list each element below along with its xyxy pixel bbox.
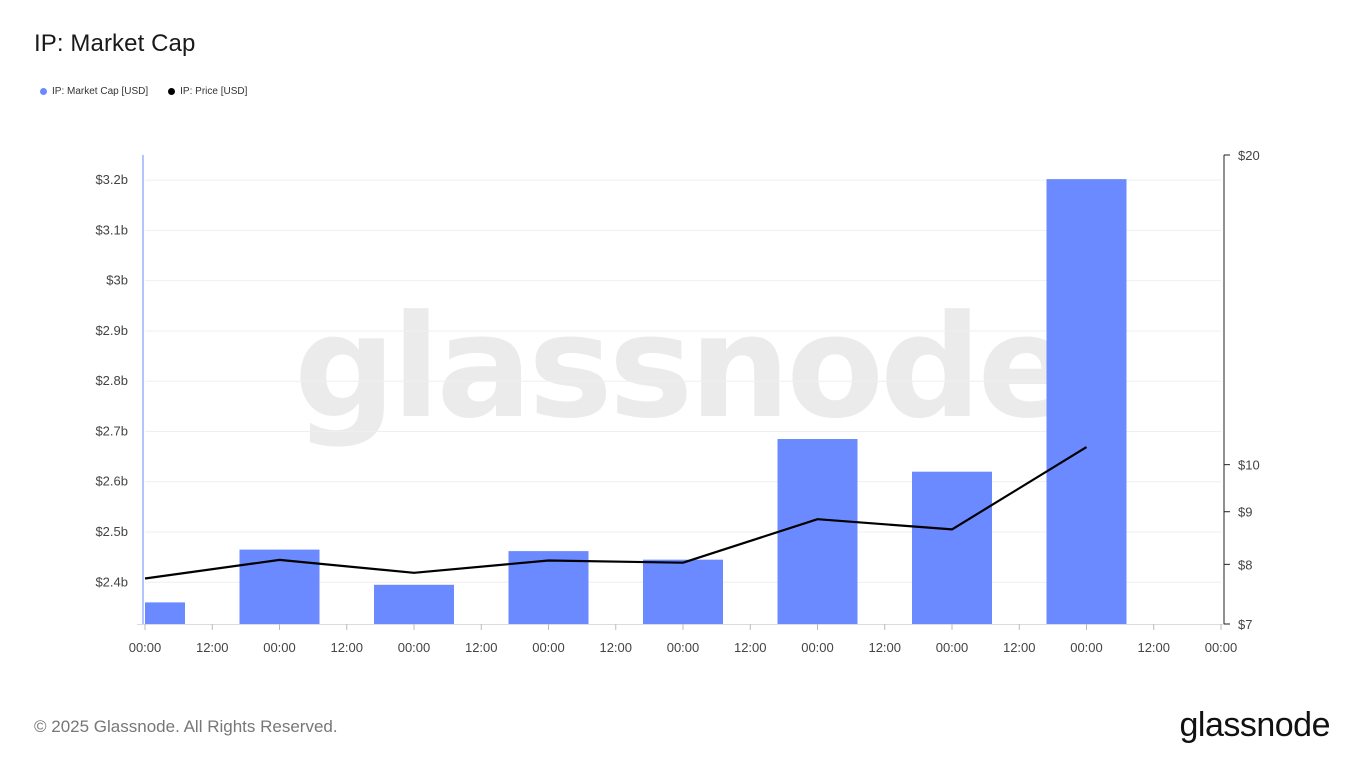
y-left-tick-label: $3.1b bbox=[95, 222, 128, 237]
legend-item-market-cap[interactable]: IP: Market Cap [USD] bbox=[40, 86, 148, 97]
x-tick-label: 12:00 bbox=[868, 640, 901, 655]
bar bbox=[374, 584, 454, 624]
axes: $2.4b $2.5b $2.6b $2.7b $2.8b $2.9b $3b $3.1b $3… bbox=[95, 148, 1259, 655]
x-tick-label: 00:00 bbox=[532, 640, 565, 655]
chart-title: IP: Market Cap bbox=[34, 30, 196, 57]
x-tick-label: 00:00 bbox=[1205, 640, 1238, 655]
legend-label-price: IP: Price [USD] bbox=[180, 86, 248, 97]
x-tick-label: 12:00 bbox=[599, 640, 632, 655]
y-right-tick-label: $20 bbox=[1238, 148, 1260, 163]
footer-logo: glassnode bbox=[1179, 706, 1330, 744]
y-right-tick-label: $10 bbox=[1238, 458, 1260, 473]
bar bbox=[777, 439, 858, 624]
legend-swatch-market-cap bbox=[40, 88, 47, 95]
watermark-text: glassnode bbox=[294, 285, 1070, 450]
y-right-tick-label: $8 bbox=[1238, 557, 1252, 572]
x-tick-label: 12:00 bbox=[1137, 640, 1170, 655]
bar bbox=[1046, 179, 1127, 625]
y-right-tick-label: $9 bbox=[1238, 505, 1252, 520]
x-tick-label: 00:00 bbox=[129, 640, 162, 655]
y-left-tick-label: $2.5b bbox=[95, 524, 128, 539]
y-left-tick-label: $2.7b bbox=[95, 423, 128, 438]
x-tick-label: 12:00 bbox=[1003, 640, 1036, 655]
x-tick-label: 00:00 bbox=[936, 640, 969, 655]
y-left-tick-label: $2.9b bbox=[95, 323, 128, 338]
y-left-tick-label: $2.6b bbox=[95, 474, 128, 489]
x-tick-label: 12:00 bbox=[330, 640, 363, 655]
y-left-tick-label: $2.8b bbox=[95, 373, 128, 388]
line-series bbox=[144, 446, 1088, 580]
legend-item-price[interactable]: IP: Price [USD] bbox=[168, 86, 247, 97]
x-tick-label: 12:00 bbox=[196, 640, 229, 655]
y-left-tick-label: $3b bbox=[106, 273, 128, 288]
bar bbox=[145, 602, 185, 624]
footer-copyright: © 2025 Glassnode. All Rights Reserved. bbox=[34, 717, 338, 736]
x-tick-label: 00:00 bbox=[667, 640, 700, 655]
legend-swatch-price bbox=[168, 88, 176, 95]
bar bbox=[643, 559, 723, 624]
y-left-tick-label: $2.4b bbox=[95, 574, 128, 589]
x-tick-label: 00:00 bbox=[1070, 640, 1103, 655]
x-tick-label: 12:00 bbox=[734, 640, 767, 655]
x-tick-label: 00:00 bbox=[801, 640, 834, 655]
grid-lines bbox=[145, 179, 1221, 583]
y-right-tick-label: $7 bbox=[1238, 617, 1252, 632]
x-tick-label: 12:00 bbox=[465, 640, 498, 655]
price-line bbox=[144, 446, 1088, 580]
x-tick-label: 00:00 bbox=[263, 640, 296, 655]
y-left-tick-label: $3.2b bbox=[95, 172, 128, 187]
legend-label-market-cap: IP: Market Cap [USD] bbox=[52, 86, 149, 97]
bar bbox=[912, 471, 992, 624]
x-tick-label: 00:00 bbox=[398, 640, 431, 655]
legend: IP: Market Cap [USD] IP: Price [USD] bbox=[40, 86, 247, 97]
bar-series bbox=[145, 179, 1127, 625]
